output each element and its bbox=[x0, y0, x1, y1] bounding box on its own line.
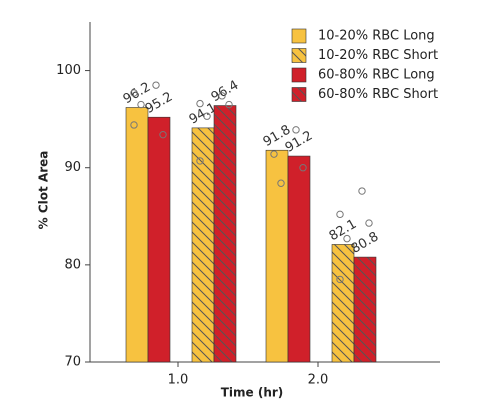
data-point bbox=[336, 210, 344, 219]
data-point bbox=[277, 179, 285, 187]
y-tick-label: 70 bbox=[64, 355, 81, 370]
y-tick-label: 100 bbox=[56, 63, 81, 78]
data-point bbox=[159, 130, 167, 139]
data-point bbox=[270, 150, 278, 158]
data-point bbox=[130, 89, 138, 97]
legend-swatch bbox=[291, 28, 307, 44]
bar bbox=[147, 116, 171, 363]
data-point bbox=[299, 164, 307, 172]
data-point bbox=[225, 100, 233, 109]
data-point bbox=[203, 112, 211, 120]
bar bbox=[213, 105, 237, 363]
bar bbox=[331, 244, 355, 363]
data-point bbox=[343, 234, 351, 243]
data-point bbox=[218, 92, 226, 100]
data-point bbox=[336, 275, 344, 284]
legend-swatch bbox=[291, 67, 307, 83]
data-point bbox=[292, 126, 300, 134]
data-point bbox=[365, 219, 373, 227]
data-point bbox=[137, 100, 145, 109]
bar bbox=[287, 155, 311, 363]
y-axis-label: % Clot Area bbox=[37, 151, 51, 230]
data-point bbox=[196, 157, 204, 165]
x-axis-label: Time (hr) bbox=[221, 386, 284, 400]
legend-label: 10-20% RBC Long bbox=[318, 29, 435, 44]
data-point bbox=[130, 121, 138, 129]
data-point bbox=[358, 187, 366, 195]
legend-swatch bbox=[291, 48, 307, 63]
legend-label: 60-80% RBC Long bbox=[318, 68, 435, 83]
x-tick-label: 1.0 bbox=[168, 373, 189, 388]
bar bbox=[265, 149, 289, 363]
y-tick-label: 90 bbox=[64, 160, 81, 175]
legend-swatch bbox=[291, 87, 307, 102]
x-tick-label: 2.0 bbox=[308, 373, 329, 388]
legend-label: 60-80% RBC Short bbox=[318, 87, 438, 102]
y-tick-label: 80 bbox=[64, 257, 81, 272]
legend-label: 10-20% RBC Short bbox=[318, 48, 438, 63]
value-label: 96.4 bbox=[209, 78, 242, 105]
value-label: 80.8 bbox=[349, 229, 382, 256]
data-point bbox=[152, 81, 160, 89]
bar bbox=[125, 107, 149, 363]
data-point bbox=[196, 99, 204, 108]
bar bbox=[353, 256, 377, 363]
